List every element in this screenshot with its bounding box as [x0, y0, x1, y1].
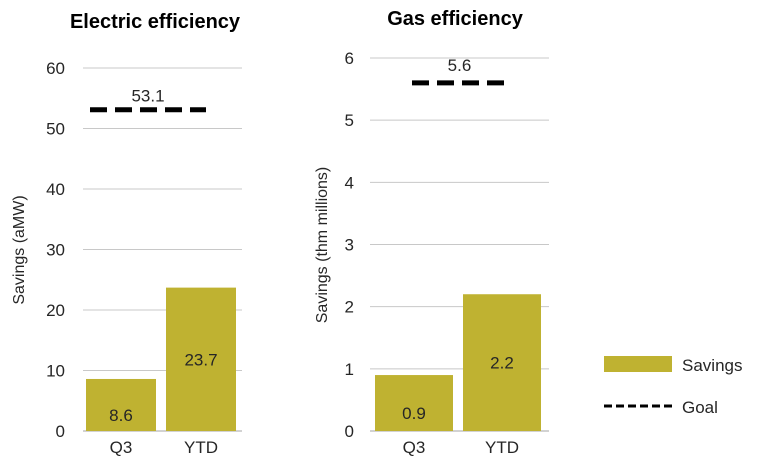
y-tick-label: 60	[46, 59, 65, 78]
bar-value-label: 0.9	[402, 404, 426, 423]
y-axis-label: Savings (aMW)	[11, 195, 28, 304]
legend-label-savings: Savings	[682, 356, 742, 375]
y-tick-label: 3	[345, 236, 354, 255]
y-tick-label: 10	[46, 362, 65, 381]
bar-savings	[375, 375, 453, 431]
bar-savings	[166, 287, 236, 431]
bar-value-label: 2.2	[490, 354, 514, 373]
y-tick-label: 40	[46, 180, 65, 199]
chart-title: Gas efficiency	[387, 8, 524, 30]
y-tick-label: 50	[46, 120, 65, 139]
x-tick-label: YTD	[184, 438, 218, 457]
goal-value-label: 5.6	[448, 56, 472, 75]
y-tick-label: 0	[56, 422, 65, 441]
bar-value-label: 23.7	[184, 350, 217, 369]
y-axis-label: Savings (thm millions)	[314, 167, 331, 323]
bar-savings	[86, 378, 156, 431]
y-tick-label: 20	[46, 301, 65, 320]
bar-savings	[463, 294, 541, 431]
legend-label-goal: Goal	[682, 398, 718, 417]
y-tick-label: 1	[345, 360, 354, 379]
y-tick-label: 0	[345, 422, 354, 441]
chart-title: Electric efficiency	[70, 11, 241, 33]
y-tick-label: 30	[46, 241, 65, 260]
bar-value-label: 8.6	[109, 406, 133, 425]
y-tick-label: 4	[345, 173, 354, 192]
goal-value-label: 53.1	[131, 87, 164, 106]
electric-efficiency-chart: Electric efficiency Savings (aMW) 0 10 20 3…	[11, 11, 242, 457]
gas-efficiency-chart: Gas efficiency Savings (thm millions) 0 1…	[314, 8, 549, 457]
x-tick-label: Q3	[110, 438, 133, 457]
y-tick-label: 5	[345, 111, 354, 130]
x-tick-label: Q3	[403, 438, 426, 457]
x-tick-label: YTD	[485, 438, 519, 457]
legend: Savings Goal	[604, 356, 742, 417]
legend-swatch-savings	[604, 356, 672, 372]
y-tick-label: 2	[345, 298, 354, 317]
y-tick-label: 6	[345, 49, 354, 68]
